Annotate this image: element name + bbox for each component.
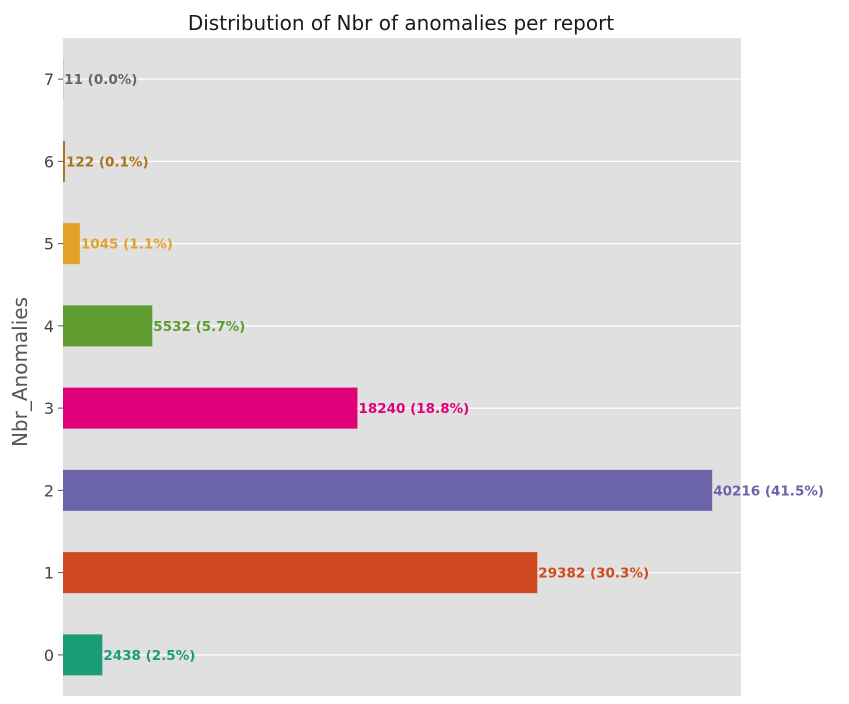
data-label-1: 29382 (30.3%) (538, 566, 649, 582)
y-tick-label: 2 (44, 481, 54, 500)
y-tick-label: 4 (44, 317, 54, 336)
y-tick-label: 6 (44, 152, 54, 171)
y-tick-label: 7 (44, 70, 54, 89)
data-label-6: 122 (0.1%) (66, 154, 149, 170)
data-label-4: 5532 (5.7%) (153, 319, 245, 335)
bars (63, 58, 713, 676)
y-tick-label: 5 (44, 235, 54, 254)
plot-background (63, 38, 741, 696)
chart-title: Distribution of Nbr of anomalies per rep… (188, 11, 614, 35)
bar-0 (63, 634, 103, 676)
data-label-2: 40216 (41.5%) (713, 483, 824, 499)
data-label-7: 11 (0.0%) (64, 72, 137, 88)
data-label-0: 2438 (2.5%) (103, 648, 195, 664)
y-axis-label: Nbr_Anomalies (8, 297, 32, 447)
data-label-3: 18240 (18.8%) (358, 401, 469, 417)
bar-1 (63, 552, 538, 594)
y-tick-label: 1 (44, 564, 54, 583)
y-tick-label: 3 (44, 399, 54, 418)
data-label-5: 1045 (1.1%) (81, 237, 173, 253)
y-axis-ticks: 0 1 2 3 4 5 6 7 (44, 70, 63, 665)
bar-2 (63, 469, 713, 511)
data-labels: 2438 (2.5%) 29382 (30.3%) 40216 (41.5%) 182… (64, 72, 824, 664)
y-tick-label: 0 (44, 646, 54, 665)
bar-3 (63, 387, 358, 429)
bar-5 (63, 223, 80, 265)
bar-6 (63, 140, 65, 182)
bar-4 (63, 305, 153, 347)
